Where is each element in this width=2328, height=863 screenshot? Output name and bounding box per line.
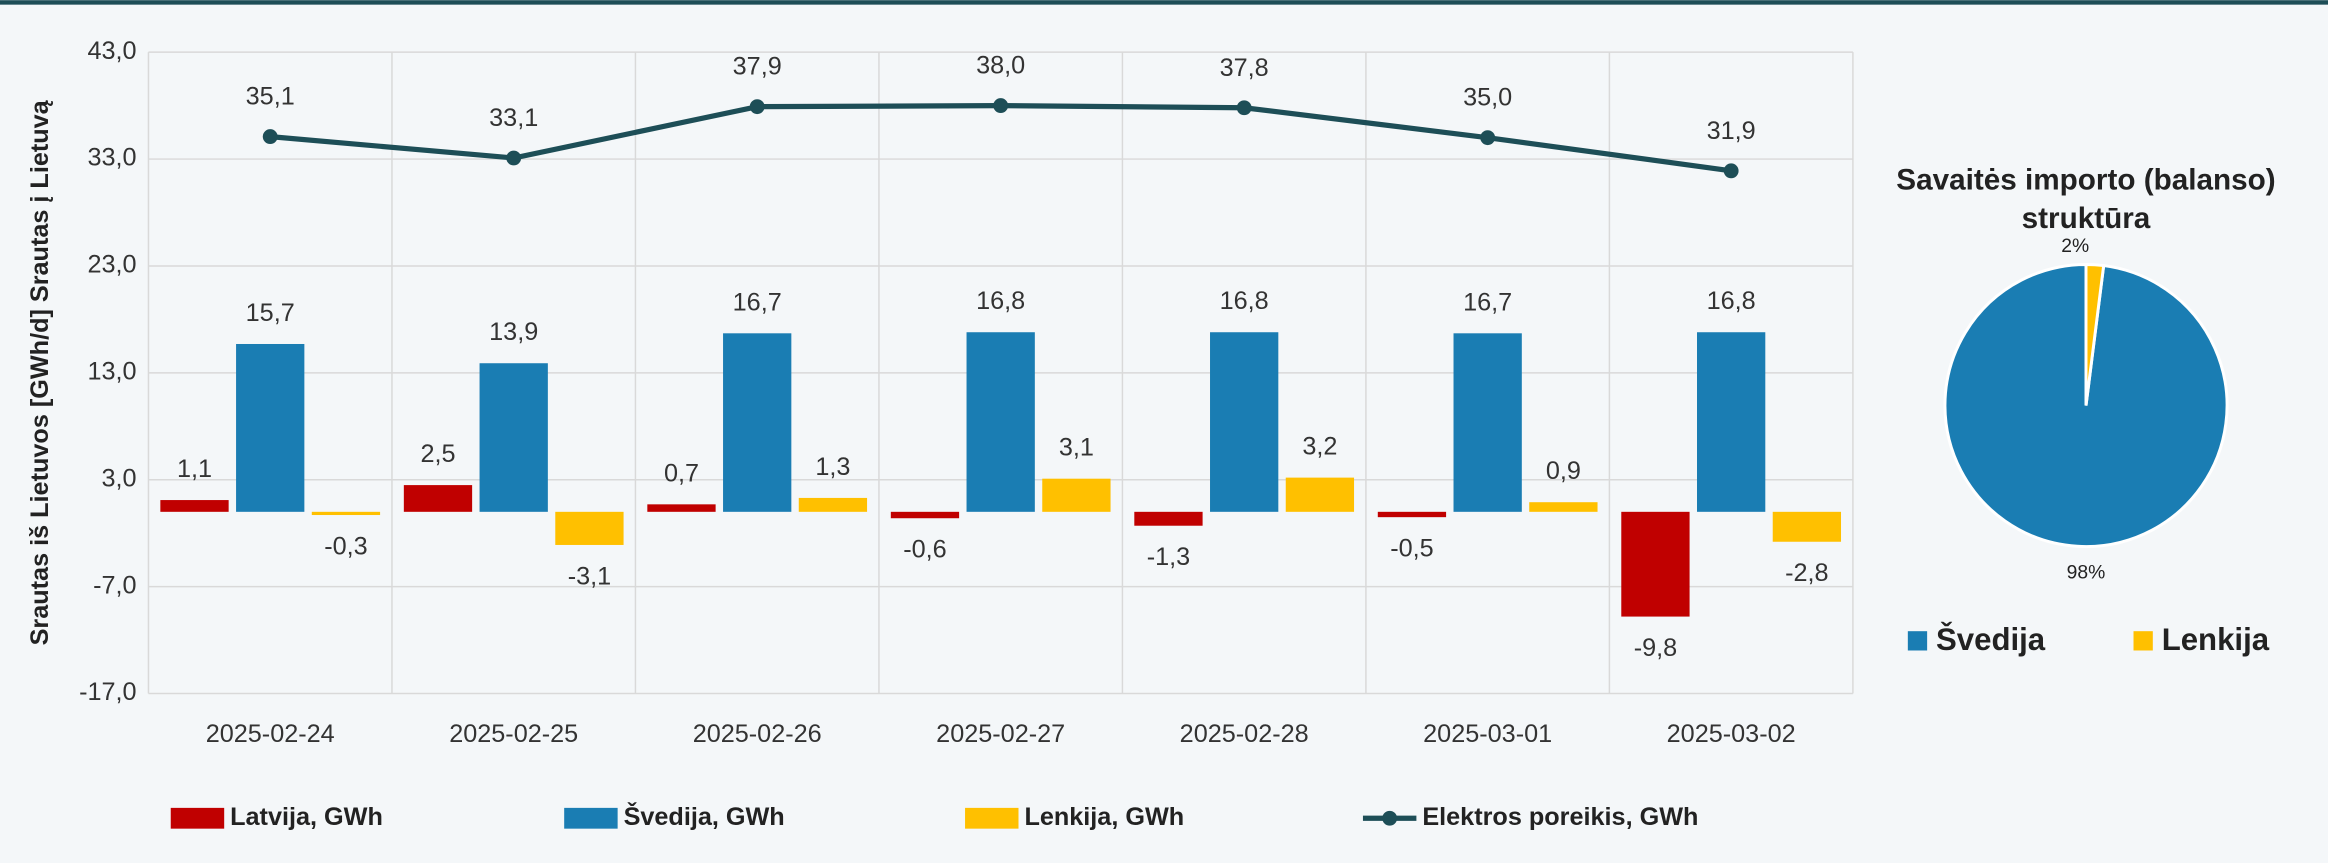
data-label: 16,7	[733, 288, 782, 316]
bar	[1210, 332, 1279, 512]
line-point	[506, 150, 522, 166]
data-label: 37,8	[1220, 54, 1269, 82]
y-tick-label: 33,0	[87, 144, 136, 172]
bar	[160, 500, 229, 512]
bar	[1377, 511, 1447, 518]
x-tick-label: 2025-02-28	[1180, 720, 1309, 748]
line-point	[262, 129, 278, 145]
legend-label: Švedija	[1936, 621, 2046, 657]
line-point	[1480, 130, 1496, 146]
x-tick-label: 2025-02-24	[206, 720, 335, 748]
legend-label: Latvija, GWh	[230, 803, 383, 831]
x-tick-label: 2025-02-27	[936, 720, 1065, 748]
bar	[1697, 332, 1766, 512]
legend-label: Elektros poreikis, GWh	[1422, 803, 1698, 831]
pie-title: Savaitės importo (balanso) struktūra	[1896, 163, 2275, 235]
data-label: 16,8	[1707, 287, 1756, 315]
data-label: 0,7	[664, 459, 699, 487]
data-label: 15,7	[246, 299, 295, 327]
line-point	[1723, 163, 1739, 179]
line-point	[749, 99, 765, 115]
y-tick-label: 43,0	[87, 37, 136, 65]
data-label: 38,0	[976, 52, 1025, 80]
y-tick-label: -17,0	[79, 678, 136, 706]
bar	[798, 497, 868, 512]
data-label: -0,3	[324, 532, 367, 560]
y-tick-label: 3,0	[102, 464, 137, 492]
y-tick-label: 23,0	[87, 251, 136, 279]
legend-swatch	[1382, 810, 1398, 826]
data-label: 16,8	[1220, 287, 1269, 315]
legend-swatch	[1907, 631, 1928, 651]
data-label: 1,3	[815, 453, 850, 481]
bar	[1621, 511, 1690, 617]
data-label: -1,3	[1147, 543, 1190, 571]
bar	[1042, 478, 1111, 512]
x-tick-label: 2025-02-25	[449, 720, 578, 748]
data-label: 16,7	[1463, 288, 1512, 316]
legend-label: Lenkija, GWh	[1024, 803, 1184, 831]
bar	[1529, 502, 1598, 512]
data-label: -2,8	[1785, 559, 1828, 587]
data-label: -9,8	[1634, 634, 1677, 662]
data-label: 3,1	[1059, 434, 1094, 462]
data-label: -3,1	[568, 562, 611, 590]
data-label: 31,9	[1707, 117, 1756, 145]
y-axis-title: Srautas iš Lietuvos [GWh/d] Srautas į Li…	[26, 99, 54, 645]
legend-swatch	[564, 807, 618, 829]
bar	[890, 511, 960, 519]
bar	[479, 363, 548, 512]
pie-label: 98%	[2067, 562, 2106, 583]
pie-label: 2%	[2061, 236, 2089, 257]
y-tick-label: 13,0	[87, 358, 136, 386]
legend-swatch	[965, 807, 1019, 829]
data-label: 2,5	[420, 440, 455, 468]
legend-swatch	[2133, 631, 2153, 651]
legend-label: Švedija, GWh	[624, 801, 785, 831]
data-label: -0,6	[903, 536, 946, 564]
x-tick-label: 2025-02-26	[693, 720, 822, 748]
bar	[403, 485, 473, 512]
legend-swatch	[170, 807, 225, 829]
data-label: 35,1	[246, 83, 295, 111]
x-tick-label: 2025-03-01	[1423, 720, 1552, 748]
x-tick-label: 2025-03-02	[1667, 720, 1796, 748]
bar	[723, 333, 792, 512]
line-point	[993, 98, 1009, 114]
bar	[1285, 477, 1355, 512]
top-border	[0, 0, 2328, 5]
bar	[966, 332, 1035, 512]
bar	[647, 504, 716, 512]
data-label: 13,9	[489, 318, 538, 346]
bar	[311, 511, 381, 516]
data-label: 16,8	[976, 287, 1025, 315]
data-label: -0,5	[1390, 535, 1433, 563]
pie-slice	[2084, 262, 2106, 406]
bar	[555, 511, 624, 545]
y-tick-label: -7,0	[93, 571, 136, 599]
line-point	[1236, 100, 1252, 116]
data-label: 1,1	[177, 455, 212, 483]
legend-label: Lenkija	[2162, 622, 2270, 657]
bar	[236, 343, 305, 512]
bar	[1772, 511, 1842, 542]
bar	[1134, 511, 1203, 526]
data-label: 37,9	[733, 53, 782, 81]
data-label: 33,1	[489, 104, 538, 132]
data-label: 0,9	[1546, 457, 1581, 485]
data-label: 3,2	[1302, 433, 1337, 461]
bar	[1453, 333, 1522, 512]
data-label: 35,0	[1463, 84, 1512, 112]
